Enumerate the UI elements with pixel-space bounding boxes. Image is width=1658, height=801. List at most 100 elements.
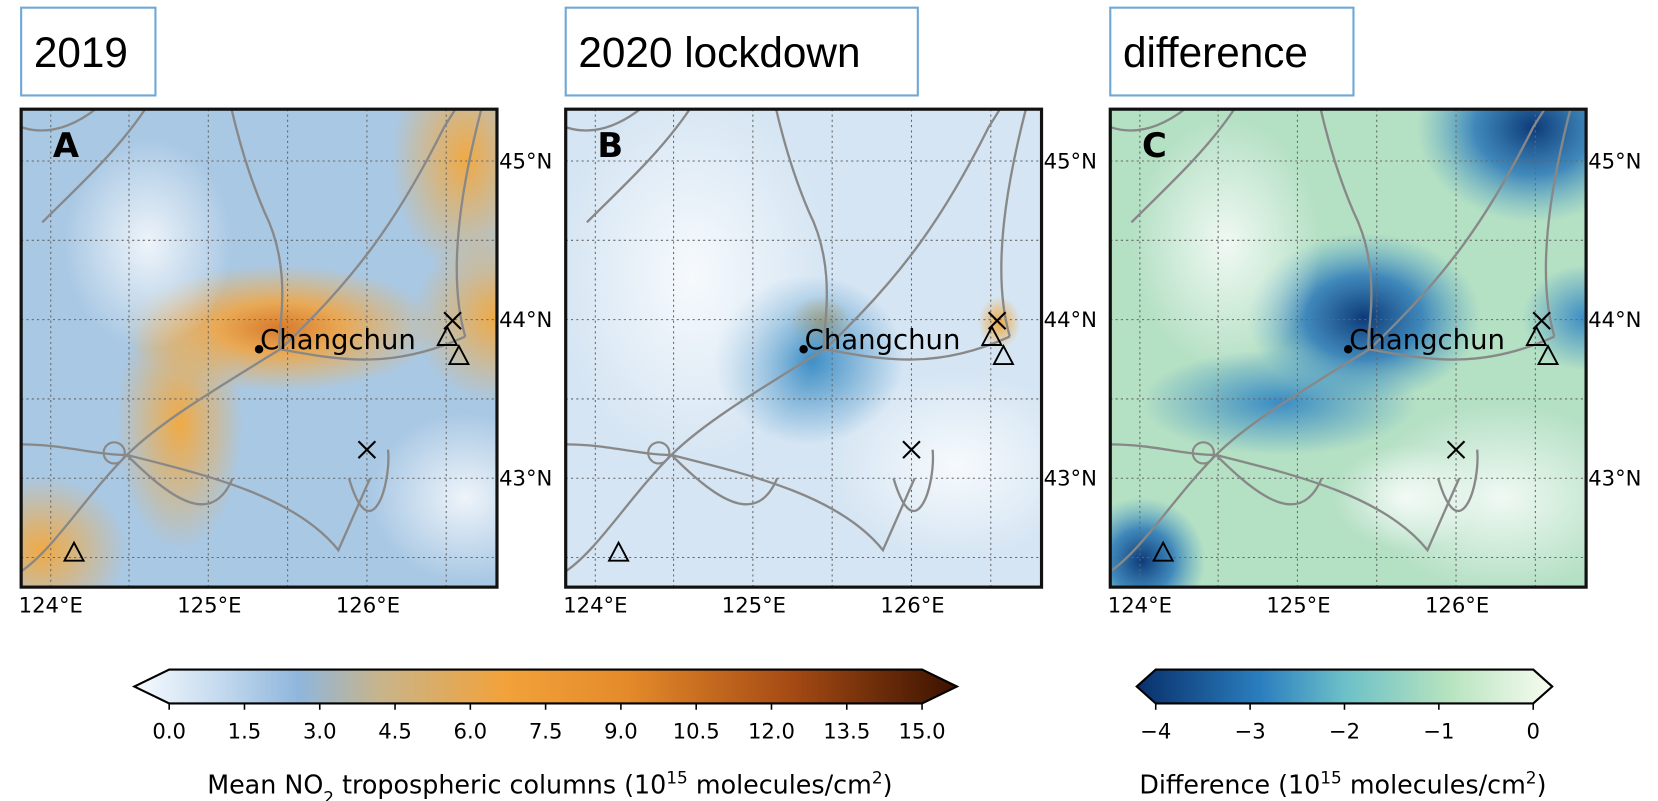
city-label: Changchun bbox=[1349, 324, 1505, 356]
colorbar-label: Mean NO2 tropospheric columns (1015 mole… bbox=[207, 767, 892, 801]
field-blob bbox=[1416, 109, 1587, 223]
label-part: 15 bbox=[1320, 767, 1342, 787]
road bbox=[823, 109, 1002, 351]
triangle-marker bbox=[447, 344, 471, 365]
map-panel: 2019 A Changchun 124°E 125°E 126°E 45°N 44°N 43°… bbox=[19, 6, 552, 618]
triangle-marker bbox=[992, 344, 1015, 365]
lat-label: 44°N bbox=[1588, 307, 1641, 332]
colorbar bbox=[1135, 668, 1554, 705]
heading-box bbox=[1109, 6, 1355, 97]
city-dot bbox=[799, 344, 808, 354]
road bbox=[21, 443, 372, 553]
map-frame bbox=[1108, 107, 1588, 589]
map-area bbox=[1110, 109, 1587, 588]
city-dot bbox=[1343, 344, 1353, 354]
panel-letter: A bbox=[53, 126, 80, 165]
label-part: ) bbox=[883, 769, 893, 799]
colorbar-tick-label: 0.0 bbox=[152, 718, 186, 743]
lon-label: 125°E bbox=[722, 593, 786, 618]
road bbox=[279, 109, 457, 351]
lon-label: 126°E bbox=[1425, 593, 1489, 618]
field-blob bbox=[370, 412, 497, 582]
map-area bbox=[21, 109, 497, 588]
lon-label: 126°E bbox=[880, 593, 944, 618]
label-part: tropospheric columns (10 bbox=[334, 769, 666, 799]
lat-label: 45°N bbox=[499, 148, 552, 173]
colorbar-tick-label: 1.5 bbox=[228, 718, 262, 743]
panel-letter: B bbox=[597, 126, 623, 165]
map-panel: difference C Changchun 124°E 125°E 126°E 45°N 4… bbox=[1108, 6, 1641, 618]
panel-heading: difference bbox=[1123, 29, 1308, 76]
road bbox=[280, 335, 466, 361]
lat-label: 43°N bbox=[1588, 466, 1641, 491]
map-panel: 2020 lockdown B Changchun 124°E 125°E 126°E 45… bbox=[563, 6, 1097, 618]
lat-label: 45°N bbox=[1044, 148, 1097, 173]
field-blob bbox=[1110, 497, 1206, 588]
lon-label: 124°E bbox=[563, 593, 627, 618]
colorbar-tick-label: 10.5 bbox=[673, 718, 720, 743]
panel-letter: C bbox=[1142, 126, 1167, 165]
lon-label: 124°E bbox=[19, 593, 83, 618]
field-blob bbox=[116, 296, 244, 551]
map-frame bbox=[564, 107, 1044, 589]
triangle-marker bbox=[1152, 540, 1175, 562]
label-part: molecules/cm bbox=[688, 769, 872, 799]
colorbar-label: Difference (1015 molecules/cm2) bbox=[1139, 767, 1546, 799]
ring-road bbox=[102, 441, 126, 465]
triangle-marker bbox=[1536, 344, 1560, 365]
x-marker bbox=[1446, 440, 1466, 459]
colorbar-tick-label: 4.5 bbox=[378, 718, 412, 743]
colorbar-tick-label: 9.0 bbox=[604, 718, 638, 743]
colorbar bbox=[131, 668, 960, 705]
field-blob bbox=[1332, 444, 1481, 551]
heading-box bbox=[20, 6, 157, 97]
road bbox=[230, 109, 284, 350]
lat-label: 43°N bbox=[499, 466, 552, 491]
x-marker bbox=[357, 440, 377, 459]
lat-label: 44°N bbox=[1044, 307, 1097, 332]
colorbar-tick-label: 15.0 bbox=[899, 718, 946, 743]
road bbox=[1544, 109, 1572, 337]
map-frame bbox=[19, 107, 499, 589]
road bbox=[1369, 335, 1555, 361]
colorbar-tick-label: −1 bbox=[1423, 718, 1454, 743]
colorbar-tick-label: −2 bbox=[1329, 718, 1360, 743]
road bbox=[565, 443, 916, 553]
colorbar-tick-label: 7.5 bbox=[529, 718, 563, 743]
city-dot bbox=[254, 344, 264, 354]
road bbox=[586, 109, 692, 224]
field-blob bbox=[1131, 116, 1322, 371]
road bbox=[21, 109, 98, 132]
field-blob bbox=[63, 137, 233, 350]
triangle-marker bbox=[607, 540, 630, 562]
heading-box bbox=[564, 6, 919, 97]
road bbox=[1110, 109, 1187, 132]
label-part: 2 bbox=[1526, 767, 1537, 787]
label-part: Difference (10 bbox=[1139, 769, 1320, 799]
lon-label: 125°E bbox=[177, 593, 241, 618]
lon-label: 125°E bbox=[1266, 593, 1330, 618]
field-blob bbox=[565, 109, 831, 466]
road bbox=[565, 109, 642, 132]
city-label: Changchun bbox=[805, 324, 961, 356]
road bbox=[1110, 443, 1461, 553]
road bbox=[347, 449, 390, 512]
road bbox=[455, 109, 483, 337]
road bbox=[892, 449, 935, 512]
city-label: Changchun bbox=[260, 324, 416, 356]
colorbar-tick-label: −4 bbox=[1140, 718, 1171, 743]
label-part: Mean NO bbox=[207, 769, 323, 799]
ring-road bbox=[647, 441, 671, 465]
colorbar-tick-label: 13.5 bbox=[823, 718, 870, 743]
lat-label: 43°N bbox=[1044, 466, 1097, 491]
road bbox=[41, 109, 147, 224]
colorbar-tick-label: 12.0 bbox=[748, 718, 795, 743]
panel-heading: 2020 lockdown bbox=[578, 29, 860, 76]
field-blob bbox=[1141, 349, 1417, 455]
triangle-marker bbox=[436, 324, 459, 346]
road bbox=[824, 335, 1011, 361]
triangle-marker bbox=[980, 324, 1003, 346]
road bbox=[1000, 109, 1028, 337]
label-part: molecules/cm bbox=[1342, 769, 1526, 799]
